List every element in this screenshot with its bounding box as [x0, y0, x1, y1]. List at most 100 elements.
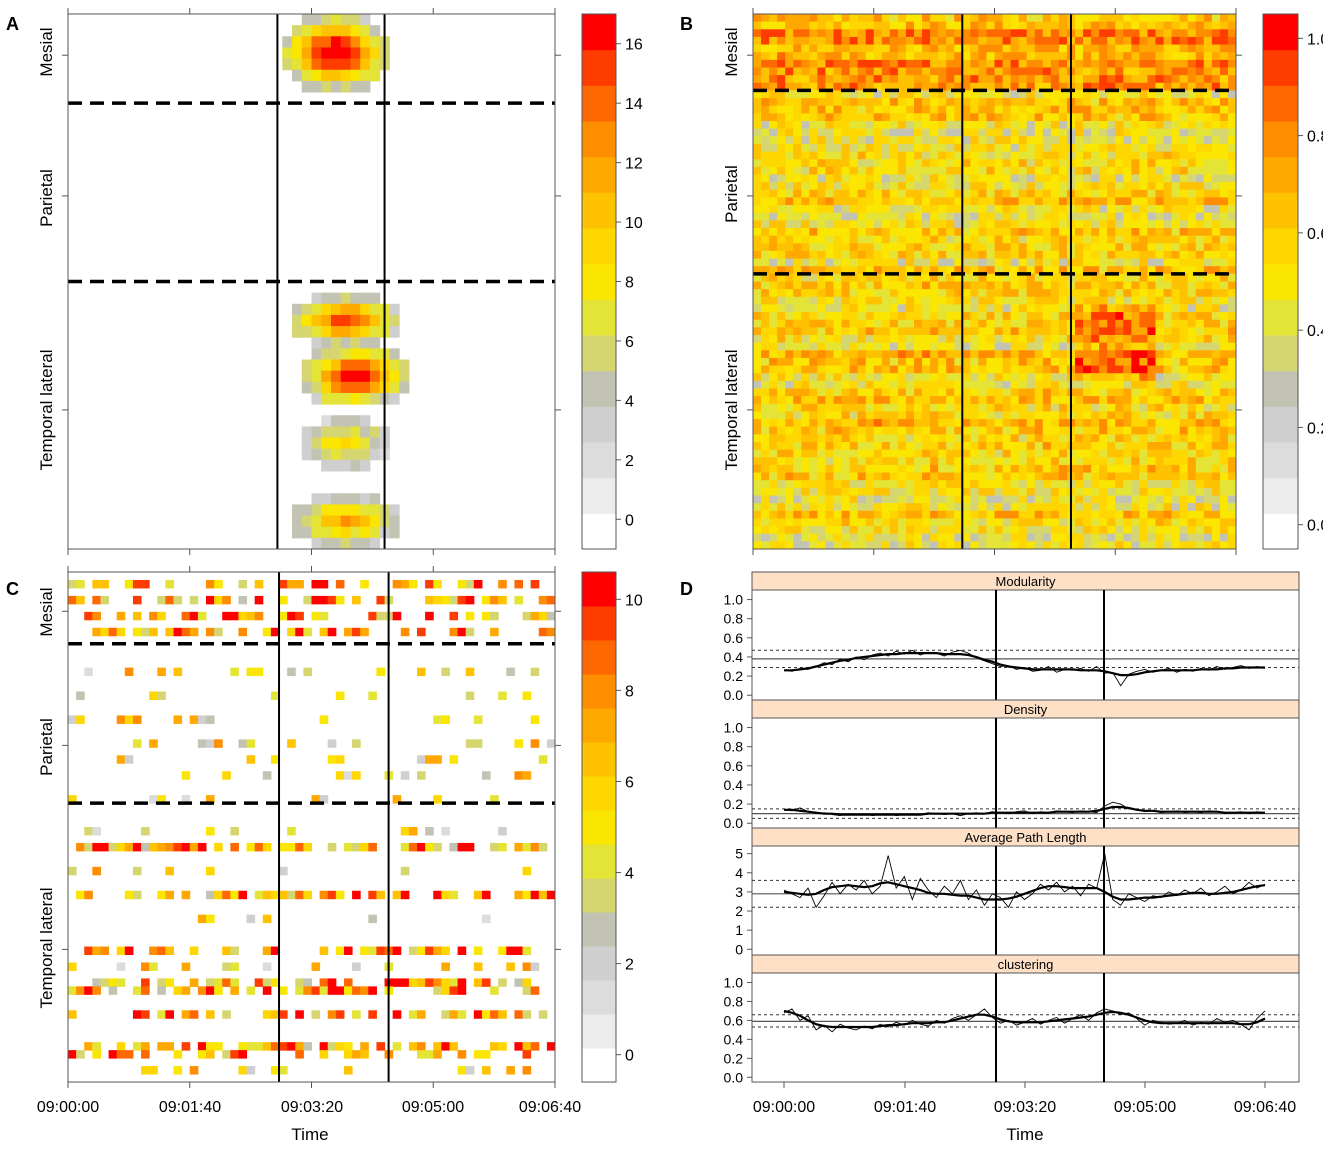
heat-cell	[850, 220, 859, 228]
heat-cell	[793, 373, 802, 381]
heat-cell	[350, 382, 360, 394]
heat-cell	[1027, 419, 1036, 427]
heat-cell	[1204, 167, 1213, 175]
heat-cell	[922, 205, 931, 213]
heat-cell	[938, 312, 947, 320]
heat-cell	[890, 113, 899, 121]
heat-cell	[531, 962, 540, 970]
heat-cell	[874, 37, 883, 45]
heat-cell	[962, 251, 971, 259]
heat-cell	[1091, 75, 1100, 83]
heat-cell	[1220, 182, 1229, 190]
heat-cell	[898, 511, 907, 519]
heat-cell	[1035, 304, 1044, 312]
heat-cell	[793, 381, 802, 389]
heat-cell	[1075, 113, 1084, 121]
heat-cell	[769, 45, 778, 53]
heat-cell	[1091, 45, 1100, 53]
heat-cell	[1075, 518, 1084, 526]
heat-cell	[1123, 113, 1132, 121]
heat-cell	[376, 1042, 385, 1050]
heat-cell	[874, 457, 883, 465]
heat-cell	[946, 457, 955, 465]
heat-cell	[1019, 404, 1028, 412]
heat-cell	[1188, 22, 1197, 30]
heat-cell	[995, 350, 1004, 358]
heat-cell	[825, 121, 834, 129]
heat-cell	[1123, 159, 1132, 167]
heat-cell	[1123, 213, 1132, 221]
heat-cell	[1204, 304, 1213, 312]
heat-cell	[1115, 465, 1124, 473]
heat-cell	[1011, 129, 1020, 137]
heat-cell	[995, 190, 1004, 198]
heat-cell	[1091, 22, 1100, 30]
heat-cell	[1212, 228, 1221, 236]
heat-cell	[995, 259, 1004, 267]
heat-cell	[1164, 366, 1173, 374]
heat-cell	[753, 129, 762, 137]
heat-cell	[995, 434, 1004, 442]
heat-cell	[1172, 312, 1181, 320]
heat-cell	[970, 419, 979, 427]
heat-cell	[922, 129, 931, 137]
heat-cell	[842, 411, 851, 419]
heat-cell	[858, 373, 867, 381]
heat-cell	[331, 25, 341, 37]
heat-cell	[809, 251, 818, 259]
heat-cell	[1188, 450, 1197, 458]
heat-cell	[182, 612, 191, 620]
heat-cell	[801, 312, 810, 320]
heat-cell	[858, 29, 867, 37]
heat-cell	[1123, 52, 1132, 60]
heat-cell	[1107, 343, 1116, 351]
heat-cell	[834, 526, 843, 534]
heat-cell	[978, 366, 987, 374]
heat-cell	[1139, 106, 1148, 114]
heat-cell	[1027, 526, 1036, 534]
heat-cell	[1228, 159, 1237, 167]
heat-cell	[850, 480, 859, 488]
heat-cell	[962, 473, 971, 481]
heat-cell	[986, 213, 995, 221]
heat-cell	[970, 243, 979, 251]
heat-cell	[793, 473, 802, 481]
heat-cell	[1228, 411, 1237, 419]
heat-cell	[970, 29, 979, 37]
heat-cell	[1196, 350, 1205, 358]
heat-cell	[1075, 297, 1084, 305]
heat-cell	[1059, 511, 1068, 519]
heat-cell	[133, 628, 142, 636]
heat-cell	[1188, 152, 1197, 160]
heat-cell	[1115, 182, 1124, 190]
heat-cell	[809, 320, 818, 328]
heat-cell	[906, 381, 915, 389]
heat-cell	[1204, 534, 1213, 542]
heat-cell	[946, 45, 955, 53]
heat-cell	[986, 381, 995, 389]
heat-cell	[809, 259, 818, 267]
heat-cell	[978, 350, 987, 358]
heat-cell	[1147, 220, 1156, 228]
heat-cell	[1212, 320, 1221, 328]
heat-cell	[801, 404, 810, 412]
heat-cell	[1115, 450, 1124, 458]
heat-cell	[978, 526, 987, 534]
heat-cell	[995, 213, 1004, 221]
heat-cell	[922, 366, 931, 374]
heat-cell	[1019, 205, 1028, 213]
heat-cell	[850, 228, 859, 236]
heat-cell	[978, 144, 987, 152]
heat-cell	[1188, 350, 1197, 358]
heat-cell	[793, 259, 802, 267]
heat-cell	[834, 389, 843, 397]
heat-cell	[1123, 312, 1132, 320]
heat-cell	[922, 434, 931, 442]
heat-cell	[1123, 343, 1132, 351]
heat-cell	[482, 915, 491, 923]
heat-cell	[368, 986, 377, 994]
heat-cell	[874, 60, 883, 68]
heat-cell	[1091, 350, 1100, 358]
heat-cell	[962, 465, 971, 473]
heat-cell	[1107, 488, 1116, 496]
